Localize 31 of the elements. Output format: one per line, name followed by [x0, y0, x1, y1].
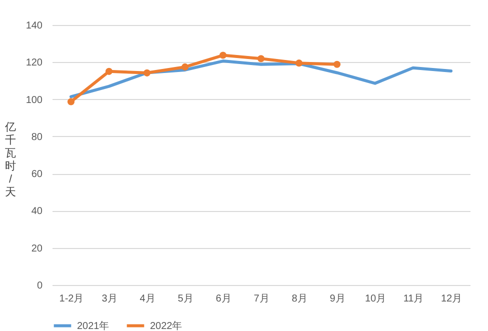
y-tick-label: 40 — [31, 206, 43, 218]
point — [295, 60, 303, 67]
x-tick-label: 6月 — [216, 294, 232, 304]
point — [219, 52, 227, 59]
y-tick-label: 0 — [36, 280, 43, 292]
x-tick-label: 1-2月 — [59, 294, 84, 304]
x-tick-label: 7月 — [254, 294, 270, 304]
y-tick-label: 120 — [26, 58, 43, 69]
point — [67, 98, 75, 106]
y-tick-label: 140 — [26, 20, 43, 32]
y-tick-label: 60 — [31, 169, 43, 180]
x-tick-label: 10月 — [364, 294, 386, 304]
x-tick-label: 4月 — [140, 294, 156, 304]
x-tick-label: 3月 — [102, 294, 118, 304]
y-tick-label: 80 — [31, 132, 43, 143]
point — [105, 68, 113, 75]
y-tick-label: 100 — [26, 94, 43, 106]
x-tick-label: 12月 — [440, 294, 462, 304]
y-tick-label: 20 — [31, 243, 43, 254]
point — [257, 55, 265, 62]
line-series — [70, 60, 452, 98]
x-tick-label: 8月 — [292, 294, 308, 304]
legend-label: 2022年 — [150, 320, 182, 331]
x-tick-label: 5月 — [178, 294, 194, 304]
point — [181, 63, 189, 70]
x-tick-label: 9月 — [330, 294, 346, 304]
x-tick-label: 11月 — [403, 294, 424, 304]
legend-label: 2021年 — [77, 320, 110, 331]
point — [143, 69, 151, 76]
y-axis-title: 亿千瓦时/天 — [4, 122, 16, 198]
point — [333, 60, 341, 68]
